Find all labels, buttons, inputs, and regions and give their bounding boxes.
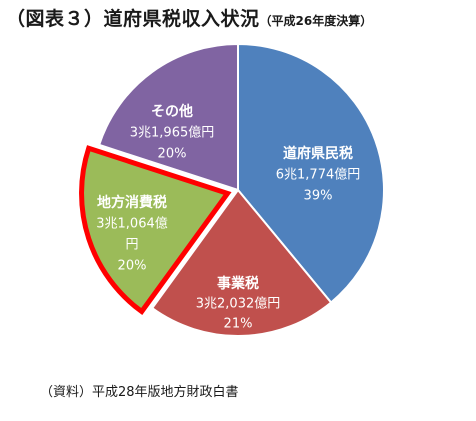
source-note: （資料）平成28年版地方財政白書 xyxy=(40,385,239,400)
pie-slice-local-consumption-tax xyxy=(79,145,232,316)
pie-slice-prefectural-tax xyxy=(237,42,385,304)
slice-amount-business-tax: 3兆2,032億円 xyxy=(196,296,281,312)
slice-percent-other: 20% xyxy=(158,147,187,162)
chart-title-subtitle: （平成26年度決算） xyxy=(259,14,373,28)
chart-title-main: （図表３）道府県税収入状況 xyxy=(6,8,260,30)
pie-labels: 道府県民税 6兆1,774億円 39% 事業税 3兆2,032億円 21% 地方消費税 3兆1… xyxy=(96,103,360,332)
slice-amount-prefectural-tax: 6兆1,774億円 xyxy=(276,167,361,183)
slice-amount-other: 3兆1,965億円 xyxy=(130,125,215,141)
chart-title: （図表３）道府県税収入状況（平成26年度決算） xyxy=(6,4,372,31)
slice-amount-local-consumption-tax: 3兆1,064億 xyxy=(96,216,168,232)
slice-label-business-tax: 事業税 xyxy=(217,275,259,292)
pie-slice-other xyxy=(97,42,239,192)
slice-label-local-consumption-tax: 地方消費税 xyxy=(97,194,167,211)
slice-percent-prefectural-tax: 39% xyxy=(304,189,333,204)
slice-amount-tail-local-consumption-tax: 円 xyxy=(125,238,138,253)
pie-slices xyxy=(79,42,385,337)
slice-percent-local-consumption-tax: 20% xyxy=(118,259,147,274)
slice-label-prefectural-tax: 道府県民税 xyxy=(283,145,353,162)
pie-slice-business-tax xyxy=(150,188,333,337)
slice-label-other: その他 xyxy=(151,103,193,120)
slice-percent-business-tax: 21% xyxy=(224,317,253,332)
